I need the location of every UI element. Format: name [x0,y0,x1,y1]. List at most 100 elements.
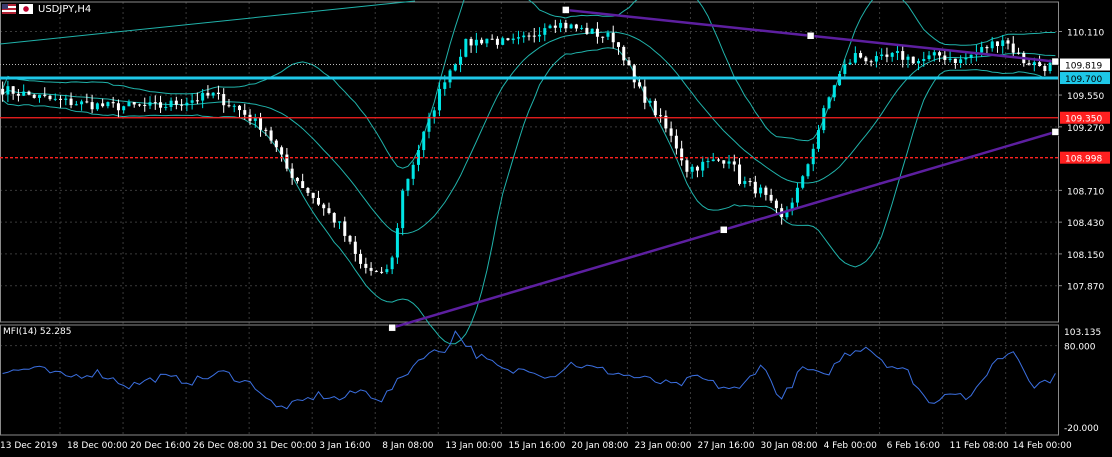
candle [790,197,794,216]
candle [522,31,526,43]
candle-body [395,228,399,258]
candle-body [817,130,821,149]
candle [185,97,189,112]
candle [385,264,389,275]
candle-body [953,58,957,63]
candle-body [380,271,384,273]
candle-body [464,38,468,57]
candle-body [16,93,20,96]
candle-body [964,57,968,60]
candle [148,96,152,110]
candle [732,154,736,172]
candle [727,154,731,169]
candle-body [159,102,163,108]
candle [874,51,878,68]
time-tick-label: 20 Dec 16:00 [130,441,191,451]
trendline-handle[interactable] [720,226,728,234]
candle-body [432,110,436,117]
candle [211,92,215,99]
candle-body [301,181,305,189]
candle [711,152,715,162]
candle [653,98,657,118]
candle-body [443,82,447,89]
price-tick-label: 108.150 [1067,251,1104,261]
candle [43,87,47,98]
candle-body [885,54,889,57]
candle [559,19,563,33]
candle-body [22,91,26,96]
trendline-handle[interactable] [806,32,815,40]
candle [1043,63,1047,76]
candle-body [990,41,994,49]
candle [511,33,515,44]
candle [595,22,599,44]
candle-body [201,92,205,101]
candle [32,93,36,99]
chart-title-bar: USDJPY,H4 [2,2,91,16]
candle [627,57,631,66]
candle-body [1032,62,1036,66]
candle [390,255,394,275]
time-tick-label: 20 Jan 08:00 [571,441,628,451]
trendline-handle[interactable] [388,323,396,332]
candle-body [459,56,463,65]
candle-body [585,27,589,34]
candle [132,102,136,108]
candle-body [1043,65,1047,72]
candle [348,234,352,245]
candle [432,106,436,124]
candle-body [959,59,963,63]
candle [959,55,963,68]
candle-body [111,102,115,104]
candle [332,212,336,228]
candle [469,36,473,53]
candle [380,266,384,274]
candles [1,19,1057,276]
candle-body [37,94,41,98]
price-label-box [1060,151,1110,164]
candle-body [616,42,620,47]
candle [548,24,552,29]
candle-body [148,102,152,106]
candle [606,30,610,40]
candle [1017,47,1021,55]
candle [495,36,499,49]
candle-body [538,34,542,37]
candle [990,36,994,52]
candle [853,46,857,65]
candle-body [895,51,899,53]
candle-body [64,98,68,100]
symbol-timeframe: USDJPY,H4 [38,3,92,15]
candle-body [390,257,394,270]
candle [280,145,284,162]
time-tick-label: 14 Feb 00:00 [1013,441,1072,451]
candle [801,174,805,190]
candle-body [295,177,299,182]
trendline-handle[interactable] [562,6,570,14]
us-flag-icon [2,4,16,14]
candle [169,97,173,111]
candle-body [548,25,552,29]
candle [769,188,773,204]
candle-body [195,100,199,102]
candle-body [490,38,494,40]
candle-body [911,56,915,64]
candle-body [932,52,936,56]
candle-body [732,161,736,165]
candle [785,206,789,220]
candle-body [332,213,336,223]
candle-body [632,65,636,83]
candle [74,100,78,106]
candle-body [290,168,294,178]
candle [953,58,957,69]
trendline-handle[interactable] [1051,57,1060,66]
candle [101,98,105,108]
trendline-handle[interactable] [1051,128,1060,136]
candle [601,36,605,43]
candle-body [574,24,578,29]
candle-body [495,38,499,45]
candle [159,95,163,113]
candle [722,160,726,169]
candle-body [759,187,763,194]
